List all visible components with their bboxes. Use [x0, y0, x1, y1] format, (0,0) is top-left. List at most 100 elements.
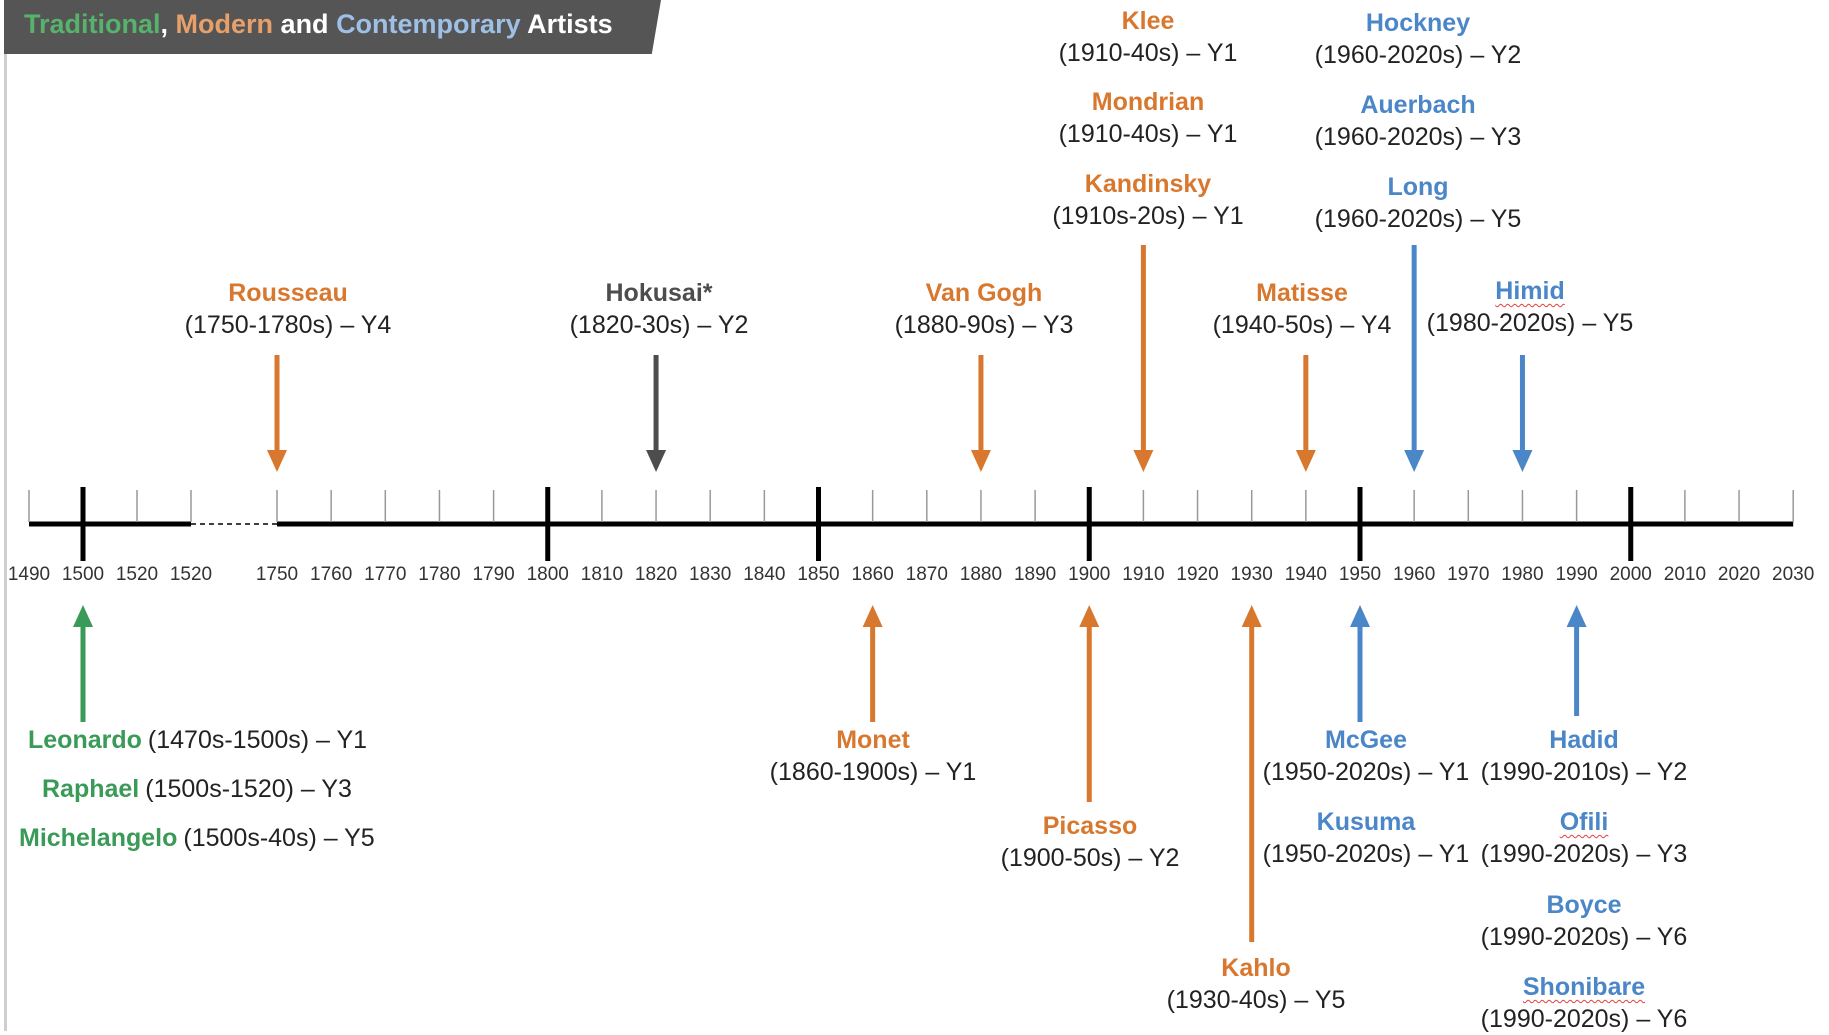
artist-period: (1470s-1500s) – Y1: [147, 726, 368, 754]
artist-name: Hokusai*: [605, 279, 713, 307]
artist-period: (1950-2020s) – Y1: [1262, 758, 1470, 786]
axis-tick-label: 1850: [797, 564, 839, 585]
axis-tick-label: 1800: [527, 564, 569, 585]
artist-leonardo: Leonardo (1470s-1500s) – Y1: [28, 724, 367, 760]
artist-klee: Klee (1910-40s) – Y1: [1059, 5, 1238, 69]
left-rule: [4, 52, 7, 1031]
axis-tick-label: 1960: [1393, 564, 1435, 585]
title-part-artists: Artists: [520, 9, 613, 39]
page-title: Traditional, Modern and Contemporary Art…: [24, 9, 613, 40]
artist-name: Long: [1387, 173, 1449, 201]
arrow-kandinsky-head: [1133, 450, 1154, 472]
axis-tick-label: 2030: [1772, 564, 1814, 585]
arrow-picasso-head: [1079, 605, 1100, 627]
artist-period: (1960-2020s) – Y5: [1314, 205, 1522, 233]
artist-hokusai: Hokusai* (1820-30s) – Y2: [570, 277, 749, 341]
artist-name: Klee: [1121, 7, 1175, 35]
axis-tick-label: 1490: [8, 564, 50, 585]
artist-raphael: Raphael (1500s-1520) – Y3: [42, 773, 352, 809]
artist-name: Hockney: [1365, 9, 1471, 37]
axis-tick-label: 1890: [1014, 564, 1056, 585]
artist-name: Monet: [836, 726, 910, 754]
artist-shonibare: Shonibare (1990-2020s) – Y6: [1481, 971, 1688, 1035]
artist-name: Auerbach: [1360, 91, 1476, 119]
axis-tick-label: 1810: [581, 564, 623, 585]
artist-kahlo: Kahlo (1930-40s) – Y5: [1167, 952, 1346, 1016]
axis-tick-label: 1900: [1068, 564, 1110, 585]
artist-ofili: Ofili (1990-2020s) – Y3: [1481, 806, 1688, 870]
artist-name: Mondrian: [1091, 88, 1205, 116]
arrow-monet-head: [862, 605, 883, 627]
axis-tick-label: 1970: [1447, 564, 1489, 585]
artist-name: Kandinsky: [1084, 170, 1212, 198]
artist-long: Long (1960-2020s) – Y5: [1315, 171, 1522, 235]
artist-kandinsky: Kandinsky (1910s-20s) – Y1: [1052, 168, 1243, 232]
artist-period: (1820-30s) – Y2: [569, 311, 749, 339]
artist-picasso: Picasso (1900-50s) – Y2: [1001, 810, 1180, 874]
axis-tick-label: 1820: [635, 564, 677, 585]
axis-tick-label: 1950: [1339, 564, 1381, 585]
title-part-and: and: [273, 9, 337, 39]
artist-auerbach: Auerbach (1960-2020s) – Y3: [1315, 89, 1522, 153]
arrow-vangogh-head: [970, 450, 991, 472]
artist-name: Kusuma: [1316, 808, 1416, 836]
artist-period: (1900-50s) – Y2: [1000, 844, 1180, 872]
artist-name: Boyce: [1546, 891, 1622, 919]
artist-mcgee: McGee (1950-2020s) – Y1: [1263, 724, 1470, 788]
arrow-hokusai-head: [646, 450, 667, 472]
title-part-comma: ,: [160, 9, 176, 39]
artist-name: Shonibare: [1522, 973, 1646, 1001]
axis-tick-label: 1840: [743, 564, 785, 585]
artist-name: Matisse: [1256, 279, 1348, 307]
axis-tick-label: 1870: [906, 564, 948, 585]
artist-name: Picasso: [1042, 812, 1138, 840]
artist-period: (1500s-1520) – Y3: [145, 775, 352, 803]
artist-name: Raphael: [42, 775, 140, 803]
axis-tick-label: 1990: [1555, 564, 1597, 585]
title-part-traditional: Traditional: [24, 9, 161, 39]
arrow-rousseau-head: [267, 450, 287, 472]
artist-name: Ofili: [1559, 808, 1609, 836]
artist-michelangelo: Michelangelo (1500s-40s) – Y5: [19, 822, 375, 858]
axis-tick-label: 1500: [62, 564, 104, 585]
axis-tick-label: 2020: [1718, 564, 1760, 585]
artist-name: Hadid: [1549, 726, 1619, 754]
artist-matisse: Matisse (1940-50s) – Y4: [1213, 277, 1392, 341]
artist-period: (1910s-20s) – Y1: [1052, 202, 1244, 230]
artist-name: Leonardo: [28, 726, 142, 754]
artist-name: Himid: [1495, 277, 1565, 305]
artist-period: (1880-90s) – Y3: [894, 311, 1074, 339]
axis-tick-label: 1790: [472, 564, 514, 585]
artist-period: (1910-40s) – Y1: [1058, 120, 1238, 148]
axis-tick-label: 2000: [1610, 564, 1652, 585]
axis-tick-label: 1520: [170, 564, 212, 585]
axis-tick-label: 1750: [256, 564, 298, 585]
artist-period: (1750-1780s) – Y4: [184, 311, 392, 339]
artist-period: (1960-2020s) – Y3: [1314, 123, 1522, 151]
artist-period: (1860-1900s) – Y1: [769, 758, 977, 786]
axis-tick-label: 1780: [418, 564, 460, 585]
artist-himid: Himid (1980-2020s) – Y5: [1427, 275, 1634, 339]
artist-period: (1500s-40s) – Y5: [183, 824, 375, 852]
artist-period: (1990-2020s) – Y6: [1480, 923, 1688, 951]
artist-period: (1960-2020s) – Y2: [1314, 41, 1522, 69]
artist-hockney: Hockney (1960-2020s) – Y2: [1315, 7, 1522, 71]
artist-period: (1930-40s) – Y5: [1166, 986, 1346, 1014]
arrow-leonardo-head: [73, 605, 93, 627]
axis-tick-label: 1830: [689, 564, 731, 585]
axis-tick-label: 1520: [116, 564, 158, 585]
title-part-contemporary: Contemporary: [336, 9, 521, 39]
arrow-himid-head: [1512, 450, 1533, 472]
artist-monet: Monet (1860-1900s) – Y1: [770, 724, 977, 788]
axis-tick-label: 1920: [1176, 564, 1218, 585]
axis-tick-label: 1930: [1231, 564, 1273, 585]
axis-tick-label: 1760: [310, 564, 352, 585]
artist-period: (1990-2010s) – Y2: [1480, 758, 1688, 786]
artist-name: Van Gogh: [925, 279, 1043, 307]
axis-tick-label: 1860: [852, 564, 894, 585]
arrow-kahlo-head: [1241, 605, 1262, 627]
artist-mondrian: Mondrian (1910-40s) – Y1: [1059, 86, 1238, 150]
artist-vangogh: Van Gogh (1880-90s) – Y3: [895, 277, 1074, 341]
axis-tick-label: 1880: [960, 564, 1002, 585]
